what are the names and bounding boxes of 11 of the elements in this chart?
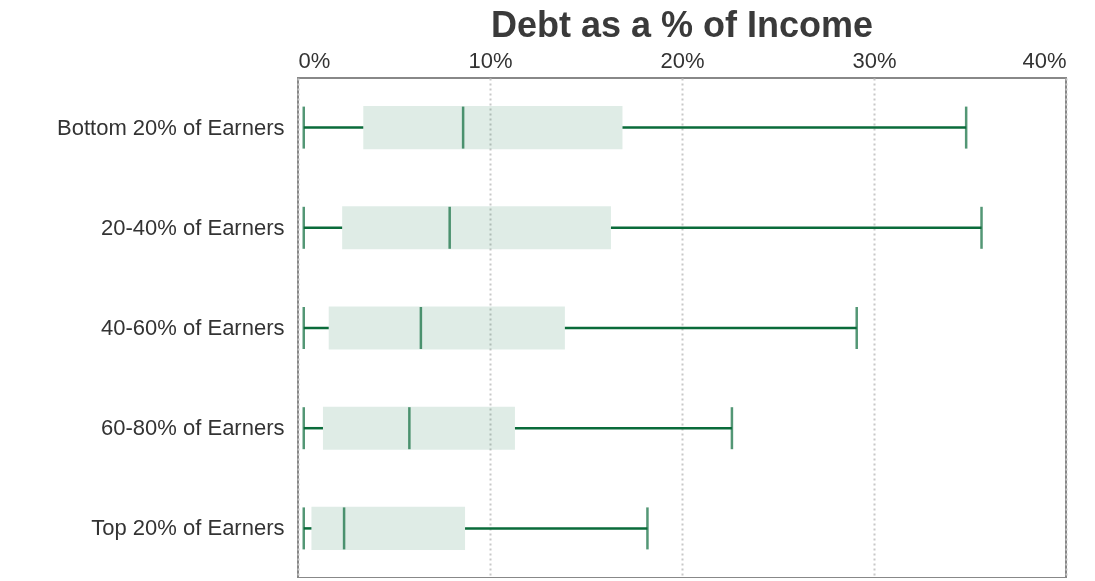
x-tick-label: 40% bbox=[1022, 47, 1067, 73]
x-tick-label: 0% bbox=[298, 47, 331, 73]
y-tick-label: Bottom 20% of Earners bbox=[57, 114, 285, 140]
chart-title: Debt as a % of Income bbox=[490, 4, 874, 45]
y-tick-label: Top 20% of Earners bbox=[91, 515, 285, 541]
x-tick-label: 30% bbox=[852, 47, 897, 73]
x-tick-label: 20% bbox=[660, 47, 705, 73]
y-tick-label: 40-60% of Earners bbox=[101, 315, 285, 340]
y-tick-label: 20-40% of Earners bbox=[101, 214, 285, 240]
y-tick-label: 60-80% of Earners bbox=[101, 415, 285, 441]
x-tick-label: 10% bbox=[468, 47, 513, 73]
